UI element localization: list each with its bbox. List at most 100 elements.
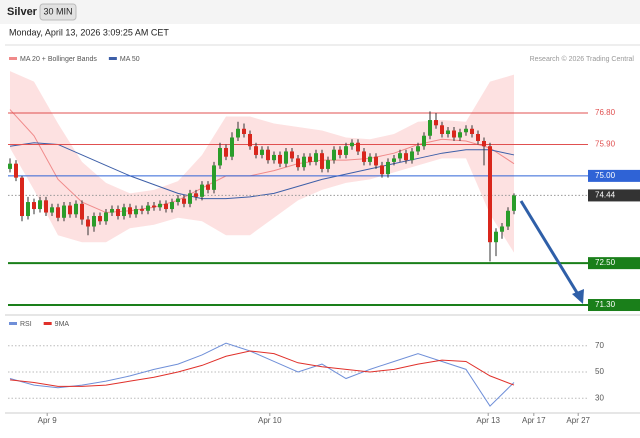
candle-body xyxy=(128,207,132,215)
candle-body xyxy=(122,207,126,217)
candle-body xyxy=(8,163,12,169)
toolbar xyxy=(0,0,640,24)
candle-body xyxy=(350,142,354,147)
level-box xyxy=(588,189,640,202)
candle-body xyxy=(488,146,492,243)
level-label: 75.00 xyxy=(595,171,616,180)
level-box xyxy=(588,169,640,182)
candle-body xyxy=(470,128,474,134)
candle-body xyxy=(104,212,108,222)
interval[interactable]: 30 MIN xyxy=(43,6,72,16)
candle-body xyxy=(392,158,396,162)
candle-body xyxy=(248,134,252,147)
legend-label: MA 20 + Bollinger Bands xyxy=(20,56,97,63)
x-tick-label: Apr 13 xyxy=(476,416,500,425)
candle-body xyxy=(242,128,246,134)
candle-body xyxy=(140,209,144,211)
candle-body xyxy=(176,198,180,203)
x-tick-label: Apr 10 xyxy=(258,416,282,425)
candle-body xyxy=(320,153,324,169)
candle-body xyxy=(14,163,18,178)
candle-body xyxy=(32,202,36,210)
bollinger-band xyxy=(10,71,514,253)
candle-body xyxy=(506,210,510,227)
candle-body xyxy=(494,231,498,243)
level-label: 72.50 xyxy=(595,258,616,267)
candle-body xyxy=(410,151,414,161)
candle-body xyxy=(452,130,456,138)
candle-body xyxy=(236,128,240,138)
x-tick-label: Apr 9 xyxy=(38,416,58,425)
candle-body xyxy=(512,195,516,211)
candle-body xyxy=(50,207,54,213)
candle-body xyxy=(368,156,372,162)
candle-body xyxy=(296,158,300,168)
candle-body xyxy=(464,128,468,133)
candle-body xyxy=(356,142,360,152)
legend-label: MA 50 xyxy=(120,56,140,63)
ma-line xyxy=(9,109,515,214)
legend-label: RSI xyxy=(20,321,32,328)
candle-body xyxy=(92,216,96,227)
candle-body xyxy=(428,120,432,136)
candle-body xyxy=(212,165,216,190)
legend-swatch xyxy=(43,322,52,325)
candle-body xyxy=(200,184,204,197)
rsi-line xyxy=(9,342,515,407)
candle-body xyxy=(398,153,402,159)
interval-button[interactable] xyxy=(39,3,77,21)
candle-body xyxy=(482,140,486,147)
candle-body xyxy=(218,147,222,166)
candle-body xyxy=(170,202,174,210)
y-tick-label: 30 xyxy=(595,393,604,402)
symbol: Silver xyxy=(7,6,38,18)
candle-body xyxy=(332,149,336,161)
candle-body xyxy=(230,137,234,157)
candle-body xyxy=(326,160,330,169)
candle-body xyxy=(38,200,42,210)
level-box xyxy=(588,299,640,312)
candle-body xyxy=(380,165,384,175)
candle-body xyxy=(134,209,138,215)
candle-body xyxy=(44,200,48,213)
price-panel: 76.80 75.90 75.00 74.44 72.50 71.30 MA 20 + Bo… xyxy=(8,56,640,312)
candle-body xyxy=(80,203,84,220)
candle-body xyxy=(260,149,264,155)
legend-swatch xyxy=(108,57,117,60)
candle-body xyxy=(146,205,150,211)
candle-body xyxy=(74,203,78,215)
candle-body xyxy=(68,205,72,215)
y-tick-label: 50 xyxy=(595,367,604,376)
candle-body xyxy=(302,156,306,168)
candle-body xyxy=(158,203,162,208)
candle-body xyxy=(434,120,438,126)
arrow xyxy=(519,200,581,297)
candle-body xyxy=(56,207,60,218)
rsi-line xyxy=(9,350,515,387)
legend-label: 9MA xyxy=(55,321,70,328)
level-label: 76.80 xyxy=(595,108,616,117)
candle-body xyxy=(86,219,90,227)
candle-body xyxy=(182,198,186,204)
level-box xyxy=(588,257,640,270)
candle-body xyxy=(290,151,294,159)
candle-body xyxy=(98,216,102,222)
candle-body xyxy=(188,193,192,204)
timestamp: Monday, April 13, 2026 3:09:25 AM CET xyxy=(9,27,169,37)
candle-body xyxy=(458,132,462,138)
candle-body xyxy=(344,146,348,155)
candle-body xyxy=(224,147,228,157)
candle-body xyxy=(314,153,318,162)
ma-line xyxy=(9,142,515,200)
candle-body xyxy=(110,209,114,213)
candle-body xyxy=(194,193,198,197)
candle-body xyxy=(338,149,342,155)
x-tick-label: Apr 17 xyxy=(522,416,546,425)
candle-body xyxy=(62,205,66,218)
y-tick-label: 70 xyxy=(595,341,604,350)
candle-body xyxy=(416,146,420,152)
candle-body xyxy=(308,156,312,162)
candle-body xyxy=(446,130,450,134)
level-label: 71.30 xyxy=(595,300,616,309)
